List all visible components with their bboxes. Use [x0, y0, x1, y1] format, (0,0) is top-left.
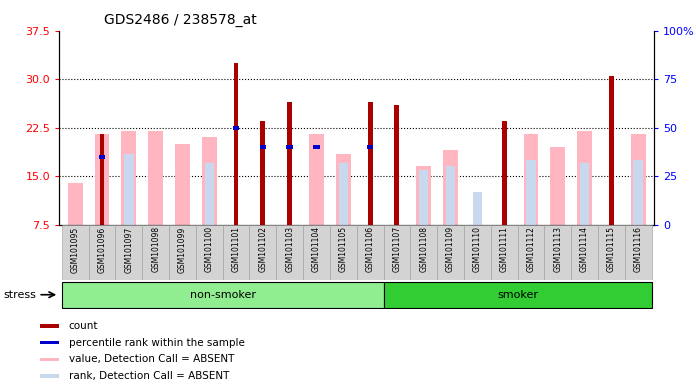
Text: GSM101104: GSM101104: [312, 226, 321, 272]
Bar: [40, 374, 59, 377]
Bar: [491, 225, 518, 280]
Bar: [577, 131, 592, 225]
Text: GSM101097: GSM101097: [125, 226, 134, 273]
Bar: [313, 145, 320, 149]
Bar: [95, 134, 109, 225]
Bar: [169, 225, 196, 280]
Bar: [100, 134, 104, 225]
Bar: [88, 225, 116, 280]
Bar: [303, 225, 330, 280]
Text: non-smoker: non-smoker: [190, 290, 255, 300]
Bar: [631, 134, 645, 225]
Bar: [383, 282, 651, 308]
Bar: [518, 225, 544, 280]
Bar: [339, 163, 348, 225]
Bar: [393, 13, 400, 17]
Bar: [523, 134, 538, 225]
Bar: [446, 167, 455, 225]
Bar: [416, 167, 431, 225]
Text: GSM101115: GSM101115: [607, 226, 616, 272]
Bar: [68, 183, 83, 225]
Bar: [411, 225, 437, 280]
Bar: [625, 225, 651, 280]
Bar: [443, 150, 458, 225]
Bar: [473, 192, 482, 225]
Text: GSM101105: GSM101105: [339, 226, 348, 272]
Bar: [395, 105, 400, 225]
Bar: [40, 341, 59, 344]
Text: GSM101111: GSM101111: [500, 226, 509, 272]
Bar: [124, 154, 134, 225]
Text: GSM101107: GSM101107: [393, 226, 402, 272]
Text: GSM101099: GSM101099: [178, 226, 187, 273]
Bar: [62, 225, 88, 280]
Bar: [286, 145, 293, 149]
Bar: [276, 225, 303, 280]
Bar: [526, 160, 536, 225]
Bar: [148, 131, 163, 225]
Bar: [260, 145, 267, 149]
Bar: [598, 225, 625, 280]
Bar: [249, 225, 276, 280]
Bar: [383, 225, 411, 280]
Text: GSM101098: GSM101098: [151, 226, 160, 272]
Bar: [122, 131, 136, 225]
Text: GSM101106: GSM101106: [365, 226, 374, 272]
Text: GSM101114: GSM101114: [580, 226, 589, 272]
Text: GSM101100: GSM101100: [205, 226, 214, 272]
Bar: [367, 102, 372, 225]
Bar: [223, 225, 249, 280]
Text: value, Detection Call = ABSENT: value, Detection Call = ABSENT: [68, 354, 234, 364]
Bar: [116, 225, 142, 280]
Text: rank, Detection Call = ABSENT: rank, Detection Call = ABSENT: [68, 371, 229, 381]
Text: GSM101112: GSM101112: [526, 226, 535, 272]
Bar: [551, 147, 565, 225]
Bar: [260, 121, 265, 225]
Text: GSM101116: GSM101116: [633, 226, 642, 272]
Bar: [196, 225, 223, 280]
Text: stress: stress: [3, 290, 36, 300]
Text: GSM101101: GSM101101: [232, 226, 241, 272]
Bar: [99, 155, 105, 159]
Text: GSM101102: GSM101102: [258, 226, 267, 272]
Bar: [62, 282, 383, 308]
Bar: [501, 13, 507, 17]
Bar: [544, 225, 571, 280]
Text: percentile rank within the sample: percentile rank within the sample: [68, 338, 244, 348]
Text: GDS2486 / 238578_at: GDS2486 / 238578_at: [104, 13, 257, 27]
Bar: [232, 126, 239, 130]
Bar: [202, 137, 216, 225]
Bar: [437, 225, 464, 280]
Bar: [609, 76, 614, 225]
Bar: [142, 225, 169, 280]
Bar: [336, 154, 351, 225]
Bar: [580, 163, 590, 225]
Text: GSM101096: GSM101096: [97, 226, 106, 273]
Bar: [633, 160, 643, 225]
Bar: [419, 170, 429, 225]
Bar: [309, 134, 324, 225]
Bar: [330, 225, 356, 280]
Bar: [502, 121, 507, 225]
Text: GSM101103: GSM101103: [285, 226, 294, 272]
Bar: [464, 225, 491, 280]
Bar: [571, 225, 598, 280]
Bar: [175, 144, 190, 225]
Bar: [287, 102, 292, 225]
Bar: [205, 163, 214, 225]
Text: GSM101108: GSM101108: [419, 226, 428, 272]
Text: GSM101113: GSM101113: [553, 226, 562, 272]
Bar: [367, 145, 374, 149]
Bar: [234, 63, 239, 225]
Text: GSM101095: GSM101095: [71, 226, 80, 273]
Bar: [40, 324, 59, 328]
Bar: [40, 358, 59, 361]
Text: GSM101109: GSM101109: [446, 226, 455, 272]
Bar: [356, 225, 383, 280]
Text: GSM101110: GSM101110: [473, 226, 482, 272]
Text: smoker: smoker: [497, 290, 538, 300]
Text: count: count: [68, 321, 98, 331]
